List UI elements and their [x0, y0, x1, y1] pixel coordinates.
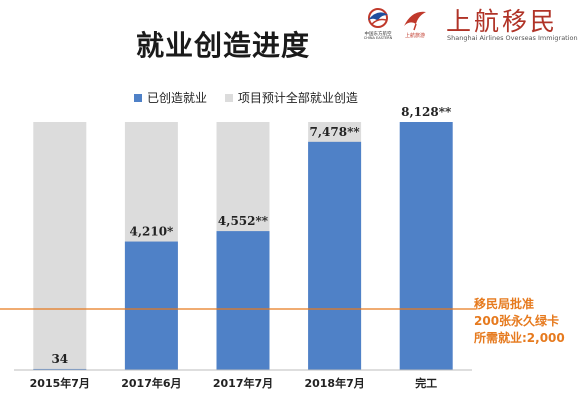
brand-wordmark-cn: 上航移民	[446, 7, 559, 36]
bar-projected-total	[33, 122, 87, 370]
china-eastern-name-cn: 中国东方航空	[364, 32, 392, 37]
data-label: 4,210*	[129, 225, 174, 239]
brand-wordmark-en: Shanghai Airlines Overseas Immigration	[447, 34, 578, 42]
reference-label-line-2: 200张永久绿卡	[474, 314, 560, 328]
reference-label-line-1: 移民局批准	[474, 297, 535, 311]
china-eastern-swallow-icon	[368, 8, 388, 28]
x-tick-label: 2017年7月	[213, 376, 273, 390]
data-label: 34	[51, 352, 68, 366]
bar-jobs-created	[308, 141, 362, 370]
shanghai-airlines-logo: 上航旅游	[398, 6, 432, 40]
shanghai-airlines-mark-text: 上航旅游	[404, 33, 425, 39]
reference-line-label: 移民局批准 200张永久绿卡 所需就业:2,000	[474, 296, 565, 347]
x-tick-label: 2018年7月	[304, 376, 364, 390]
data-label: 7,478**	[310, 125, 361, 139]
legend-swatch-created	[134, 93, 142, 102]
data-label: 8,128**	[401, 105, 452, 119]
legend-label-total: 项目预计全部就业创造	[237, 91, 358, 105]
brand-wordmark: 上航移民 Shanghai Airlines Overseas Immigrat…	[440, 2, 578, 46]
legend-item-created: 已创造就业	[134, 89, 207, 106]
legend-item-total: 项目预计全部就业创造	[224, 89, 358, 106]
x-tick-label: 2017年6月	[121, 376, 181, 390]
bar-jobs-created	[33, 368, 87, 370]
china-eastern-logo: 中国东方航空 CHINA EASTERN	[356, 6, 400, 40]
reference-label-line-3: 所需就业:2,000	[474, 331, 565, 345]
x-tick-label: 2015年7月	[30, 376, 90, 390]
legend-swatch-total	[224, 93, 233, 102]
x-tick-label: 完工	[415, 376, 437, 390]
bar-jobs-created	[399, 122, 453, 370]
data-label: 4,552**	[218, 214, 269, 228]
bar-jobs-created	[124, 241, 178, 370]
bar-jobs-created	[216, 231, 270, 370]
page-title: 就业创造进度	[136, 29, 311, 62]
chart-legend: 已创造就业 项目预计全部就业创造	[134, 89, 372, 106]
legend-label-created: 已创造就业	[147, 91, 208, 105]
china-eastern-name-en: CHINA EASTERN	[363, 36, 393, 40]
red-crane-icon	[404, 11, 426, 31]
